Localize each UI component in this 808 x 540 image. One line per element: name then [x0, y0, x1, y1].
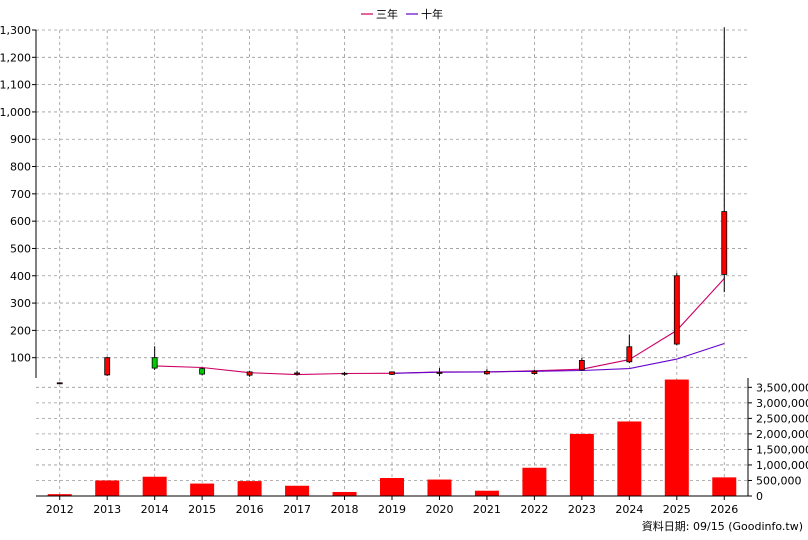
x-tick-label: 2012 — [46, 503, 74, 516]
price-y-tick-label: 1,200 — [0, 51, 31, 64]
volume-y-tick-label: 3,500,000 — [756, 381, 808, 394]
candle-body — [389, 371, 395, 375]
volume-y-tick-label: 2,000,000 — [756, 428, 808, 441]
volume-bar — [427, 479, 452, 496]
price-y-tick-label: 100 — [10, 352, 31, 365]
candle-body — [673, 275, 680, 345]
x-tick-label: 2021 — [473, 503, 501, 516]
volume-bar — [190, 483, 215, 496]
price-y-tick-label: 700 — [10, 188, 31, 201]
price-panel: 100 200 300 400 500 600 700 800 900 1,000 1,100 1,2… — [0, 24, 748, 385]
volume-y-tick-label: 1,500,000 — [756, 443, 808, 456]
volume-bar — [142, 476, 167, 496]
legend-3yr-label: 三年 — [376, 7, 398, 21]
price-y-tick-label: 1,100 — [0, 79, 31, 92]
volume-bar — [569, 433, 594, 496]
legend: 三年 十年 — [361, 7, 443, 21]
price-y-tick-label: 1,300 — [0, 24, 31, 37]
price-y-tick-label: 900 — [10, 133, 31, 146]
volume-bar — [664, 379, 689, 496]
candle-body — [436, 372, 443, 374]
legend-10yr-label: 十年 — [421, 7, 443, 21]
candle-body — [721, 211, 728, 275]
volume-bar — [474, 490, 499, 496]
candle-body — [341, 372, 348, 375]
x-tick-label: 2013 — [93, 503, 121, 516]
candle-body — [294, 372, 300, 375]
volume-panel: 0 500,000 1,000,000 1,500,000 2,000,000 2,500… — [36, 378, 808, 503]
x-tick-label: 2017 — [283, 503, 311, 516]
price-y-tick-label: 400 — [10, 270, 31, 283]
volume-y-tick-label: 2,500,000 — [756, 412, 808, 425]
volume-bar — [47, 494, 72, 496]
volume-y-tick-label: 500,000 — [756, 474, 802, 487]
volume-y-tick-label: 1,000,000 — [756, 459, 808, 472]
source-label: 資料日期: 09/15 (Goodinfo.tw) — [642, 519, 803, 533]
volume-bar — [285, 485, 310, 496]
price-y-tick-label: 1,000 — [0, 106, 31, 119]
volume-y-tick-label: 0 — [756, 490, 763, 503]
candle-body — [104, 357, 111, 376]
candle-body — [56, 382, 63, 385]
x-tick-label: 2016 — [236, 503, 264, 516]
candle-body — [578, 360, 585, 371]
volume-bar — [237, 481, 262, 496]
price-y-tick-label: 800 — [10, 161, 31, 174]
candle-body — [199, 368, 206, 375]
volume-bar — [522, 467, 547, 496]
x-tick-label: 2018 — [331, 503, 359, 516]
volume-bar — [617, 421, 642, 496]
volume-bars — [47, 379, 737, 496]
volume-bar — [95, 480, 120, 496]
candle-body — [246, 371, 253, 376]
x-tick-label: 2019 — [378, 503, 406, 516]
x-axis: 2012 2013 2014 2015 2016 2017 2018 2019 2020 2021… — [46, 496, 738, 516]
x-tick-label: 2014 — [141, 503, 169, 516]
candle-body — [626, 346, 633, 363]
candle-body — [151, 357, 158, 369]
x-tick-label: 2015 — [188, 503, 216, 516]
candle-body — [484, 370, 490, 375]
volume-bar — [380, 477, 404, 496]
price-y-tick-label: 500 — [10, 242, 31, 255]
x-tick-label: 2023 — [568, 503, 596, 516]
price-grid — [36, 29, 748, 378]
price-y-axis: 100 200 300 400 500 600 700 800 900 1,000 1,100 1,2… — [0, 24, 36, 365]
price-y-tick-label: 300 — [10, 297, 31, 310]
x-tick-label: 2025 — [663, 503, 691, 516]
ma-10yr-line — [391, 342, 725, 374]
x-tick-label: 2024 — [615, 503, 643, 516]
volume-y-axis: 0 500,000 1,000,000 1,500,000 2,000,000 2,500… — [748, 381, 808, 503]
price-y-tick-label: 600 — [10, 215, 31, 228]
candles — [56, 27, 728, 385]
candle-body — [531, 370, 538, 374]
volume-bar — [332, 491, 357, 496]
price-y-tick-label: 200 — [10, 324, 31, 337]
x-tick-label: 2022 — [520, 503, 548, 516]
volume-y-tick-label: 3,000,000 — [756, 397, 808, 410]
x-tick-label: 2026 — [710, 503, 738, 516]
x-tick-label: 2020 — [425, 503, 453, 516]
volume-bar — [712, 477, 737, 496]
